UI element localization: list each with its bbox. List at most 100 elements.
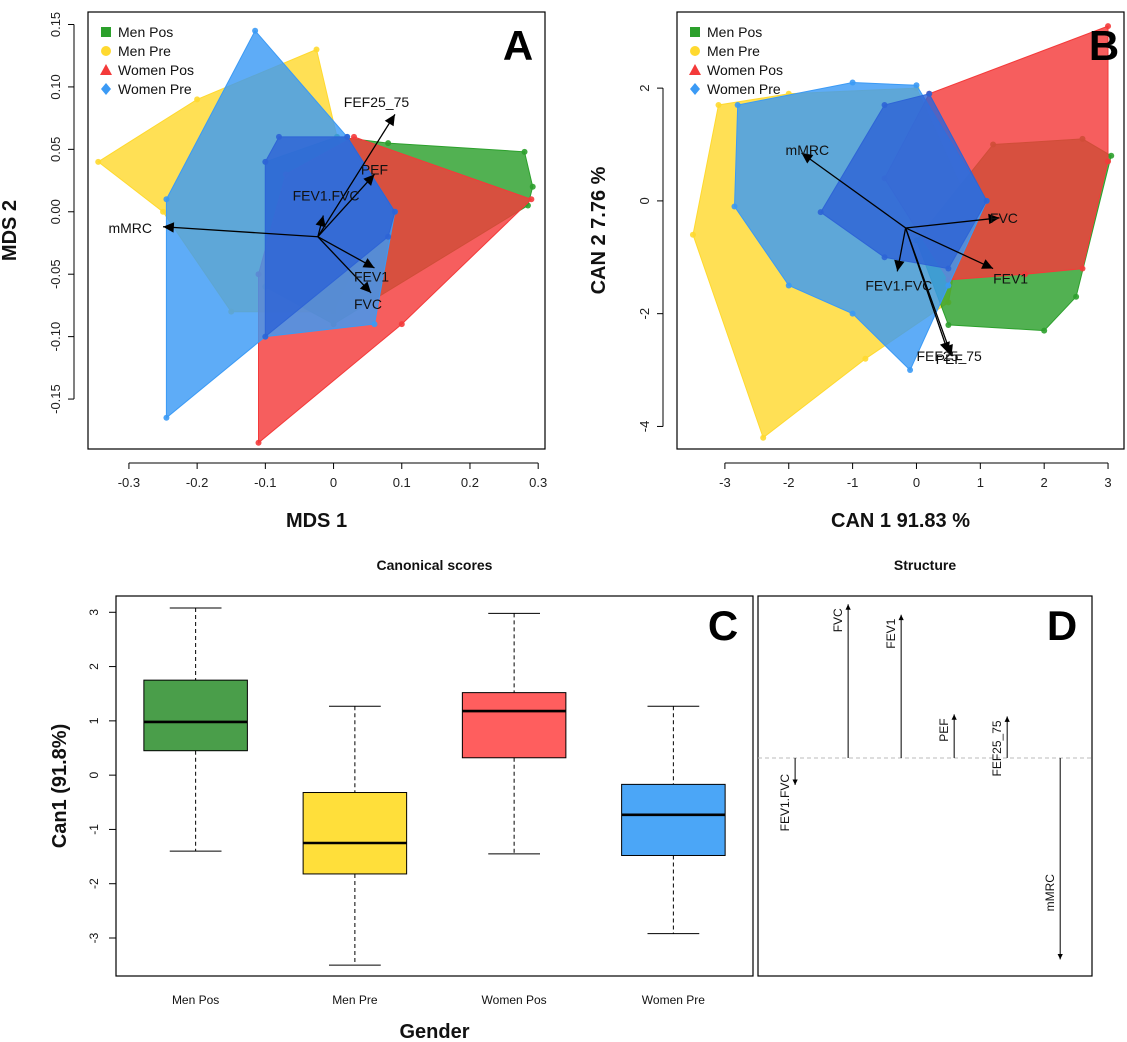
arrow-label: FVC (354, 296, 382, 312)
box-men-pre (302, 705, 408, 966)
x-tick-label: Men Pre (332, 993, 378, 1007)
data-point (1073, 293, 1080, 300)
data-point (385, 233, 392, 240)
y-tick-label: 0 (87, 771, 101, 778)
data-point (385, 140, 392, 147)
box-body (621, 783, 726, 856)
data-point (252, 27, 259, 34)
x-tick-label: 0 (913, 475, 920, 490)
arrow-label: FEV1.FVC (865, 277, 932, 293)
legend-marker (100, 64, 112, 75)
legend-marker (689, 64, 701, 75)
data-point (945, 265, 952, 272)
data-point (1079, 265, 1086, 272)
y-tick-label: -2 (87, 878, 101, 889)
x-tick-label: -0.2 (186, 475, 208, 490)
y-tick-label: -3 (87, 932, 101, 943)
x-axis-label: Gender (399, 1021, 469, 1042)
arrow-label: FEV1 (993, 271, 1028, 287)
panel-letter: C (708, 602, 738, 649)
x-tick-label: Men Pos (172, 993, 219, 1007)
data-point (945, 321, 952, 328)
y-tick-label: 0 (637, 197, 652, 204)
y-tick-label: 0.05 (48, 137, 63, 162)
legend-marker (101, 27, 111, 37)
box-women-pos (461, 612, 567, 855)
arrow-mmrc-head (801, 152, 814, 164)
x-tick-label: 0.2 (461, 475, 479, 490)
loading-fev1-fvc-head (792, 779, 798, 785)
data-point (371, 321, 378, 328)
legend-marker (101, 83, 111, 95)
arrow-fvc-head (359, 281, 372, 293)
data-point (313, 46, 320, 53)
legend-label: Men Pos (118, 24, 173, 40)
arrow-label: FVC (990, 210, 1018, 226)
x-tick-label: -0.3 (118, 475, 140, 490)
data-point (734, 102, 741, 109)
y-tick-label: 0.10 (48, 74, 63, 99)
data-point (817, 209, 824, 216)
x-tick-label: -0.1 (254, 475, 276, 490)
y-tick-label: 1 (87, 717, 101, 724)
y-tick-label: 2 (87, 663, 101, 670)
y-tick-label: -0.05 (48, 259, 63, 289)
arrow-label: FEF25_75 (344, 94, 410, 110)
panel-letter: B (1089, 22, 1119, 69)
data-point (1041, 327, 1048, 334)
data-point (715, 102, 722, 109)
data-point (983, 197, 990, 204)
data-point (913, 82, 920, 89)
legend-label: Women Pos (118, 62, 194, 78)
x-tick-label: -2 (783, 475, 795, 490)
data-point (1108, 152, 1115, 159)
arrow-label: PEF (936, 351, 963, 367)
x-tick-label: 0 (330, 475, 337, 490)
panel-c: Canonical scores Men Pos Men Pre Women Pos W… (49, 557, 754, 1042)
data-point (1105, 158, 1112, 165)
chart-title: Canonical scores (377, 557, 493, 573)
x-tick-label: 0.3 (529, 475, 547, 490)
x-tick-label: 0.1 (393, 475, 411, 490)
data-point (391, 208, 398, 215)
arrow-mmrc (801, 152, 906, 229)
x-tick-label: Women Pos (482, 993, 547, 1007)
data-point (689, 231, 696, 238)
arrow-label: FEF25_75 (916, 348, 982, 364)
legend-label: Men Pre (707, 43, 760, 59)
loading-fef25-75-head (1004, 716, 1010, 722)
x-tick-label: 3 (1104, 475, 1111, 490)
loading-label: FEV1 (884, 618, 898, 648)
data-point (351, 133, 358, 140)
loading-label: FEF25_75 (990, 720, 1004, 776)
arrow-fev1-head (981, 259, 994, 269)
data-point (521, 148, 528, 155)
arrow-mmrc-head (163, 222, 175, 233)
chart-title: Structure (894, 557, 956, 573)
y-tick-label: 0.00 (48, 199, 63, 224)
data-point (881, 102, 888, 109)
arrow-fev1-fvc-head (315, 215, 326, 228)
legend-label: Women Pos (707, 62, 783, 78)
arrow-fev1 (905, 227, 994, 270)
panel-letter: D (1047, 602, 1077, 649)
data-point (529, 183, 536, 190)
arrow-fvc-head (988, 213, 1000, 225)
box-body (461, 692, 567, 759)
data-point (255, 439, 262, 446)
arrow-label: mMRC (108, 220, 152, 236)
loading-label: FEV1.FVC (778, 774, 792, 832)
y-tick-label: -0.15 (48, 384, 63, 414)
data-point (262, 333, 269, 340)
arrow-pef (317, 173, 375, 238)
loading-mmrc-head (1057, 953, 1063, 960)
data-point (760, 434, 767, 441)
loading-label: PEF (937, 718, 951, 741)
x-tick-label: 2 (1041, 475, 1048, 490)
arrow-fvc (317, 236, 372, 294)
data-point (262, 158, 269, 165)
data-point (785, 282, 792, 289)
